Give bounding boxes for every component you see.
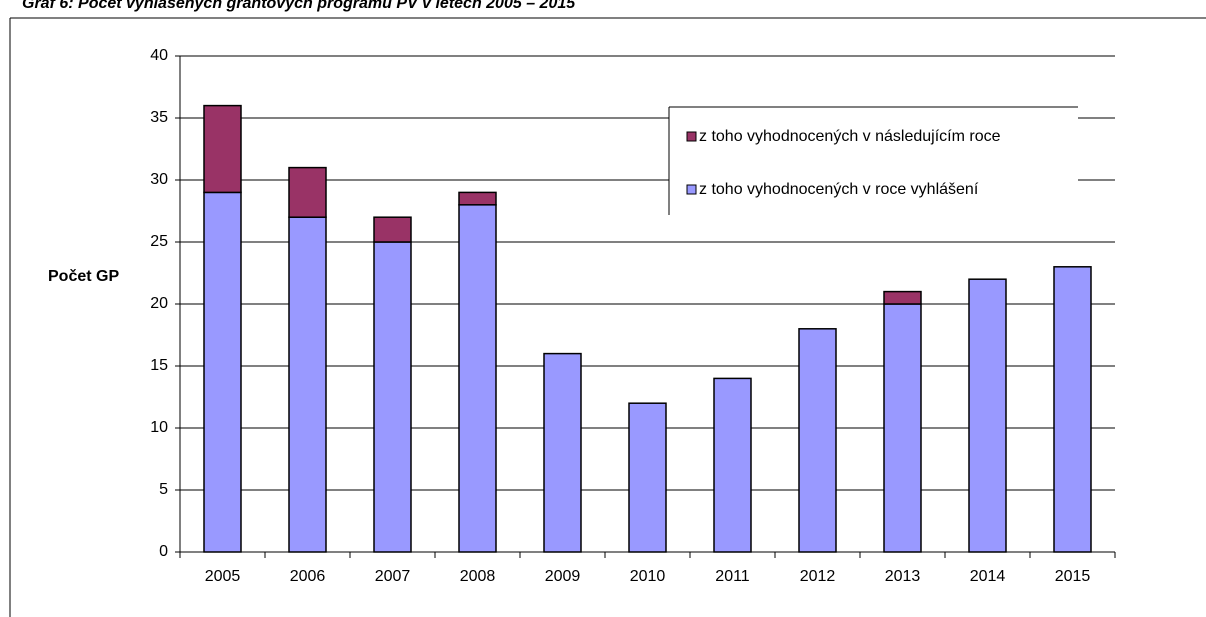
y-tick-label: 5 xyxy=(159,481,168,498)
legend-swatch xyxy=(686,184,697,195)
x-tick-label: 2007 xyxy=(375,568,411,585)
x-tick-label: 2011 xyxy=(715,568,750,585)
y-tick-label: 20 xyxy=(150,295,168,312)
legend-box xyxy=(669,107,1078,215)
bar xyxy=(203,104,242,194)
bar xyxy=(713,377,752,553)
y-tick-label: 25 xyxy=(150,233,168,250)
bar xyxy=(543,352,582,553)
x-tick-label: 2014 xyxy=(970,568,1006,585)
bar xyxy=(373,241,412,553)
y-tick-label: 10 xyxy=(150,419,168,436)
bar xyxy=(288,216,327,553)
bar xyxy=(458,204,497,553)
bar xyxy=(288,166,327,218)
legend-swatch xyxy=(686,131,697,142)
x-tick-label: 2005 xyxy=(205,568,241,585)
x-tick-label: 2013 xyxy=(885,568,921,585)
bar xyxy=(968,278,1007,553)
x-tick-label: 2008 xyxy=(460,568,496,585)
bar xyxy=(1053,266,1092,553)
bar xyxy=(628,402,667,553)
x-tick-label: 2009 xyxy=(545,568,581,585)
chart-title: Graf 6: Počet vyhlášených grantových pro… xyxy=(22,0,576,12)
bar xyxy=(458,191,497,206)
bar xyxy=(203,191,242,553)
x-tick-label: 2012 xyxy=(800,568,836,585)
bar xyxy=(883,303,922,553)
y-tick-label: 0 xyxy=(159,543,168,560)
y-tick-label: 15 xyxy=(150,357,168,374)
y-axis-label: Počet GP xyxy=(48,268,119,285)
bar xyxy=(373,216,412,243)
x-tick-label: 2006 xyxy=(290,568,326,585)
x-tick-label: 2010 xyxy=(630,568,666,585)
bar xyxy=(883,290,922,305)
y-tick-label: 30 xyxy=(150,171,168,188)
legend-label: z toho vyhodnocených v následujícím roce xyxy=(699,128,1001,145)
x-tick-label: 2015 xyxy=(1055,568,1091,585)
bar xyxy=(798,328,837,553)
legend-label: z toho vyhodnocených v roce vyhlášení xyxy=(699,181,979,198)
y-tick-label: 35 xyxy=(150,109,168,126)
y-tick-label: 40 xyxy=(150,47,168,64)
